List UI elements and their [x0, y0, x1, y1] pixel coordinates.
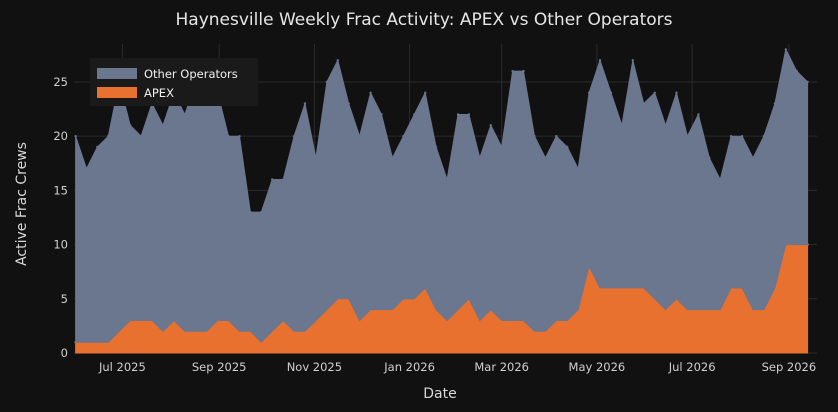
point-other-operators: [336, 59, 339, 62]
point-other-operators: [434, 145, 438, 149]
point-other-operators: [533, 135, 536, 138]
point-other-operators: [708, 156, 711, 159]
legend-label-other-operators: Other Operators: [144, 67, 238, 81]
legend[interactable]: Other Operators APEX: [90, 58, 258, 106]
y-tick-label: 5: [61, 292, 68, 306]
point-other-operators: [413, 113, 416, 116]
point-other-operators: [729, 135, 733, 138]
chart-title: Haynesville Weekly Frac Activity: APEX v…: [176, 10, 673, 30]
y-tick-label: 15: [53, 183, 68, 197]
area-series: [74, 47, 809, 354]
point-other-operators: [500, 145, 503, 149]
x-tick-label: Sep 2025: [192, 360, 247, 374]
point-other-operators: [292, 135, 296, 138]
point-other-operators: [139, 135, 143, 138]
point-other-operators: [620, 124, 624, 127]
point-other-operators: [555, 135, 558, 138]
point-other-operators: [85, 167, 88, 170]
point-other-operators: [478, 156, 481, 159]
point-other-operators: [795, 69, 798, 73]
point-other-operators: [260, 210, 263, 214]
point-other-operators: [227, 135, 230, 138]
legend-label-apex: APEX: [144, 86, 174, 100]
point-other-operators: [271, 178, 274, 181]
y-tick-label: 10: [53, 238, 68, 252]
y-axis-label: Active Frac Crews: [14, 142, 30, 266]
point-other-operators: [642, 102, 645, 105]
point-other-operators: [314, 156, 318, 159]
point-other-operators: [719, 178, 722, 181]
point-other-operators: [391, 156, 394, 159]
point-other-operators: [762, 135, 766, 138]
point-other-operators: [653, 91, 656, 95]
point-other-operators: [598, 59, 602, 62]
point-other-operators: [784, 48, 787, 51]
axis-ticks: 0 5 10 15 20 25 Jul 2025 Sep 2025 Nov 2025 Jan 20…: [53, 75, 816, 374]
area-other-operators: [75, 47, 809, 343]
point-other-operators: [631, 59, 634, 62]
point-other-operators: [129, 124, 132, 127]
point-other-operators: [544, 156, 547, 159]
point-other-operators: [161, 124, 165, 127]
x-tick-label: May 2026: [569, 360, 626, 374]
point-other-operators: [697, 113, 700, 116]
point-other-operators: [587, 91, 591, 95]
point-other-operators: [380, 113, 383, 116]
y-tick-label: 20: [53, 129, 68, 143]
point-other-operators: [773, 102, 777, 105]
point-other-operators: [566, 145, 569, 149]
point-other-operators: [238, 135, 241, 138]
point-other-operators: [74, 135, 77, 138]
point-other-operators: [424, 91, 427, 95]
point-other-operators: [325, 80, 329, 84]
point-other-operators: [664, 124, 667, 127]
point-other-operators: [522, 69, 525, 73]
point-other-operators: [249, 210, 252, 214]
point-other-operators: [467, 113, 471, 116]
x-tick-label: Sep 2026: [762, 360, 817, 374]
point-other-operators: [402, 135, 405, 138]
point-other-operators: [303, 102, 307, 105]
x-tick-label: Nov 2025: [287, 360, 342, 374]
point-other-operators: [489, 124, 492, 127]
point-other-operators: [358, 135, 361, 138]
legend-box: [90, 58, 258, 106]
x-tick-label: Jul 2026: [668, 360, 716, 374]
y-tick-label: 25: [53, 75, 68, 89]
point-other-operators: [686, 135, 689, 138]
point-other-operators: [183, 113, 186, 116]
x-tick-label: Mar 2026: [474, 360, 529, 374]
point-other-operators: [740, 135, 744, 138]
point-other-operators: [456, 113, 460, 116]
point-other-operators: [609, 91, 613, 95]
point-other-operators: [347, 102, 350, 105]
legend-swatch-apex: [97, 87, 137, 98]
y-tick-label: 0: [61, 346, 68, 360]
point-other-operators: [96, 145, 99, 149]
point-other-operators: [445, 178, 449, 181]
point-other-operators: [511, 69, 514, 73]
x-axis-label: Date: [423, 386, 456, 402]
point-other-operators: [577, 167, 580, 170]
x-tick-label: Jul 2025: [98, 360, 146, 374]
point-other-operators: [369, 91, 372, 95]
point-other-operators: [751, 156, 755, 159]
point-other-operators: [806, 80, 809, 84]
point-other-operators: [675, 91, 678, 95]
legend-swatch-other-operators: [97, 68, 137, 79]
point-other-operators: [282, 178, 285, 181]
x-tick-label: Jan 2026: [383, 360, 435, 374]
point-other-operators: [107, 135, 110, 138]
